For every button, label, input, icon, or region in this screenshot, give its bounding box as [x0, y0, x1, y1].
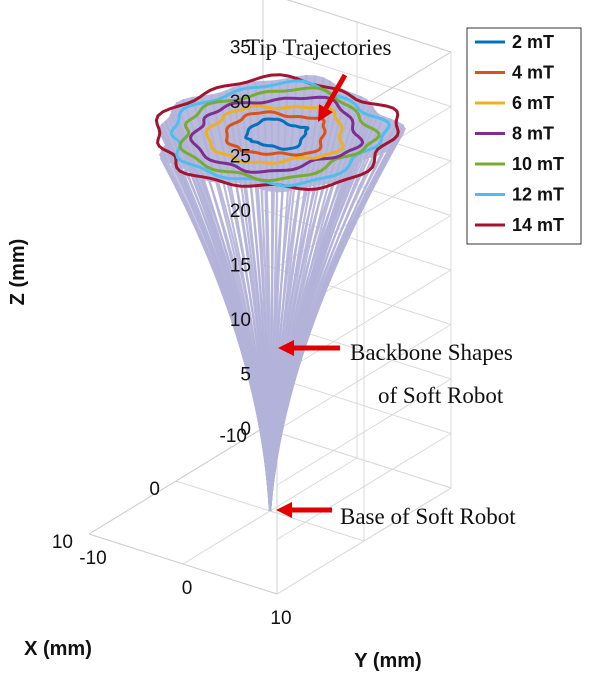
legend-item: 2 mT — [475, 32, 554, 52]
legend-label: 6 mT — [512, 93, 554, 113]
z-tick-label: 10 — [230, 310, 251, 331]
backbone-annotation-line2: of Soft Robot — [378, 383, 504, 408]
backbone-annotation-line1: Backbone Shapes — [350, 340, 513, 365]
z-tick-label: 5 — [240, 365, 251, 386]
legend-label: 10 mT — [512, 154, 564, 174]
z-tick-label: 25 — [230, 147, 251, 168]
gridline-x — [262, 427, 452, 489]
z-axis-label: Z (mm) — [7, 239, 29, 306]
legend: 2 mT 4 mT 6 mT 8 mT 10 mT 12 mT 14 mT — [466, 27, 582, 245]
legend-item: 12 mT — [475, 185, 564, 205]
tip-trajectories-annotation: Tip Trajectories — [246, 35, 392, 60]
legend-label: 8 mT — [512, 124, 554, 144]
z-tick-label: 0 — [240, 419, 251, 440]
z-tick-label: 30 — [230, 92, 251, 113]
legend-item: 6 mT — [475, 93, 554, 113]
legend-label: 2 mT — [512, 32, 554, 52]
z-tick-label: 15 — [230, 256, 251, 277]
y-tick-label: 0 — [182, 578, 193, 599]
legend-box — [466, 27, 582, 245]
legend-item: 14 mT — [475, 215, 564, 235]
backbone-shapes — [158, 74, 407, 512]
y-tick-label: -10 — [79, 548, 106, 569]
axis-edge — [88, 533, 278, 595]
legend-item: 8 mT — [475, 124, 554, 144]
axis-edge — [286, 0, 452, 53]
arrow-head — [318, 104, 333, 122]
z-tick-label: 35 — [230, 38, 251, 59]
tip-arrow — [318, 73, 348, 122]
arrow-shaft — [323, 73, 348, 110]
arrow-head — [276, 502, 292, 518]
legend-label: 4 mT — [512, 63, 554, 83]
legend-item: 10 mT — [475, 154, 564, 174]
base-arrow — [276, 502, 332, 518]
arrow-head — [278, 340, 294, 356]
axis-edge — [88, 427, 264, 535]
x-tick-label: 10 — [52, 532, 73, 553]
trajectory-12mt — [170, 79, 392, 188]
base-annotation: Base of Soft Robot — [340, 504, 516, 529]
x-tick-label: -10 — [220, 426, 247, 447]
legend-label: 14 mT — [512, 215, 564, 235]
backbone-arrow — [278, 340, 340, 356]
z-tick-label: 20 — [230, 201, 251, 222]
backbone-curve — [200, 179, 272, 512]
trajectory-6mt — [204, 104, 345, 165]
trajectory-4mt — [225, 110, 327, 157]
z-tick-label: 40 — [230, 0, 251, 4]
trajectory-2mt — [244, 117, 310, 151]
trajectory-14mt — [154, 73, 400, 192]
x-tick-label: 0 — [149, 479, 160, 500]
y-axis-label: Y (mm) — [354, 650, 421, 672]
x-axis-label: X (mm) — [24, 638, 92, 660]
annotations: Tip Trajectories Backbone Shapes of Soft… — [246, 35, 516, 529]
y-tick-label: 10 — [270, 608, 291, 629]
legend-item: 4 mT — [475, 63, 554, 83]
tip-trajectories — [154, 73, 400, 192]
legend-label: 12 mT — [512, 185, 564, 205]
